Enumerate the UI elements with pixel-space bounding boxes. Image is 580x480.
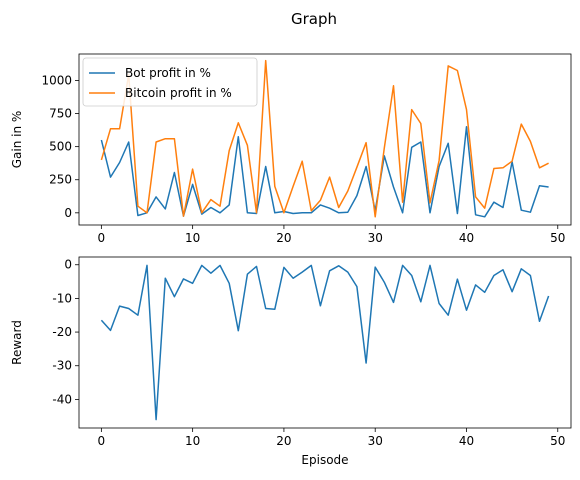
x-tick-label: 0 bbox=[98, 434, 106, 448]
figure-title: Graph bbox=[291, 10, 337, 28]
y-tick-label: 0 bbox=[64, 206, 72, 220]
y-tick-label: 500 bbox=[49, 140, 72, 154]
axes-frame bbox=[78, 53, 572, 226]
y-tick-label: 250 bbox=[49, 173, 72, 187]
reward-axes: 0 10 20 30 40 50 0 -10 -20 -30 -40 Reward Episode bbox=[10, 256, 572, 467]
legend-label: Bot profit in % bbox=[125, 66, 211, 80]
x-tick-label: 20 bbox=[276, 434, 291, 448]
legend-box bbox=[82, 57, 258, 107]
x-axis-label: Episode bbox=[301, 453, 348, 467]
y-tick-label: 1000 bbox=[41, 73, 72, 87]
x-tick-label: 30 bbox=[368, 231, 383, 245]
series-line-1-0 bbox=[100, 264, 550, 421]
x-tick-label: 20 bbox=[276, 231, 291, 245]
series-line-0-0 bbox=[100, 126, 549, 218]
y-tick-label: -10 bbox=[52, 291, 72, 305]
y-tick-label: -20 bbox=[52, 325, 72, 339]
y-axis-label: Gain in % bbox=[10, 111, 24, 169]
x-tick-label: 50 bbox=[550, 231, 565, 245]
x-tick-label: 40 bbox=[459, 231, 474, 245]
x-tick-label: 50 bbox=[550, 434, 565, 448]
x-tick-label: 10 bbox=[185, 434, 200, 448]
legend-label: Bitcoin profit in % bbox=[125, 86, 232, 100]
y-tick-label: -40 bbox=[52, 392, 72, 406]
x-tick-label: 10 bbox=[185, 231, 200, 245]
axes-frame bbox=[78, 256, 572, 429]
y-axis-label: Reward bbox=[10, 320, 24, 365]
y-tick-label: 0 bbox=[64, 258, 72, 272]
legend: Bot profit in % Bitcoin profit in % bbox=[82, 57, 258, 107]
x-tick-label: 30 bbox=[368, 434, 383, 448]
series-line-0-1 bbox=[100, 59, 549, 218]
x-tick-label: 0 bbox=[98, 231, 106, 245]
y-tick-label: -30 bbox=[52, 359, 72, 373]
y-tick-label: 750 bbox=[49, 107, 72, 121]
x-tick-label: 40 bbox=[459, 434, 474, 448]
